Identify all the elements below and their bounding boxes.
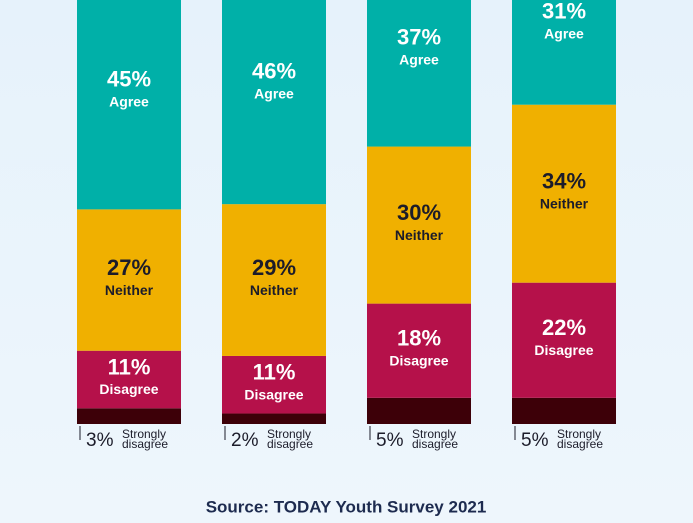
series-label: Disagree: [534, 342, 593, 358]
bar-segment: [222, 0, 326, 205]
series-label: Disagree: [99, 381, 158, 397]
value-label: 29%: [252, 255, 296, 280]
label-box: Strongly disagree: [412, 429, 459, 451]
value-label: 18%: [397, 326, 441, 351]
value-label: 2%: [231, 430, 259, 451]
bar-segment: [512, 0, 616, 105]
value-label: 5%: [521, 430, 549, 451]
series-label: Disagree: [244, 386, 303, 402]
bar-segment: [77, 0, 181, 210]
series-label: Neither: [250, 282, 299, 298]
series-label: Agree: [399, 51, 439, 67]
label-box: Strongly disagree: [267, 429, 314, 451]
value-label: 45%: [107, 66, 151, 91]
value-label: 22%: [542, 315, 586, 340]
value-label: 5%: [376, 430, 404, 451]
value-label: 27%: [107, 255, 151, 280]
series-label: Strongly disagree: [412, 429, 459, 451]
series-label: Neither: [395, 227, 444, 243]
value-label: 31%: [542, 0, 586, 23]
bar-segment: [77, 209, 181, 351]
bar-segment: [222, 413, 326, 424]
label-box: Strongly disagree: [122, 429, 169, 451]
bar-segment: [367, 0, 471, 147]
series-label: Neither: [105, 282, 154, 298]
source: Source: TODAY Youth Survey 2021: [206, 497, 487, 516]
series-label: Agree: [254, 85, 294, 101]
bar-segment: [77, 350, 181, 409]
series-label: Agree: [109, 93, 149, 109]
value-label: 37%: [397, 25, 441, 50]
value-label: 34%: [542, 168, 586, 193]
bar-segment: [77, 408, 181, 424]
series-label: Neither: [540, 195, 589, 211]
series-label: Agree: [544, 25, 584, 41]
series-label: Strongly disagree: [122, 429, 169, 451]
bar-segment: [512, 397, 616, 424]
bar-segment: [367, 303, 471, 398]
bar-segment: [367, 146, 471, 304]
bar-segment: [512, 104, 616, 283]
series-label: Strongly disagree: [267, 429, 314, 451]
value-label: 11%: [108, 354, 151, 379]
bar-segment: [367, 397, 471, 424]
series-label: Disagree: [389, 352, 448, 368]
bar-segment: [222, 204, 326, 356]
bar-segment: [222, 355, 326, 414]
label-box: Strongly disagree: [557, 429, 604, 451]
value-label: 30%: [397, 200, 441, 225]
value-label: 3%: [86, 430, 114, 451]
bar-segment: [512, 282, 616, 398]
value-label: 46%: [252, 59, 296, 84]
value-label: 11%: [253, 360, 296, 385]
series-label: Strongly disagree: [557, 429, 604, 451]
